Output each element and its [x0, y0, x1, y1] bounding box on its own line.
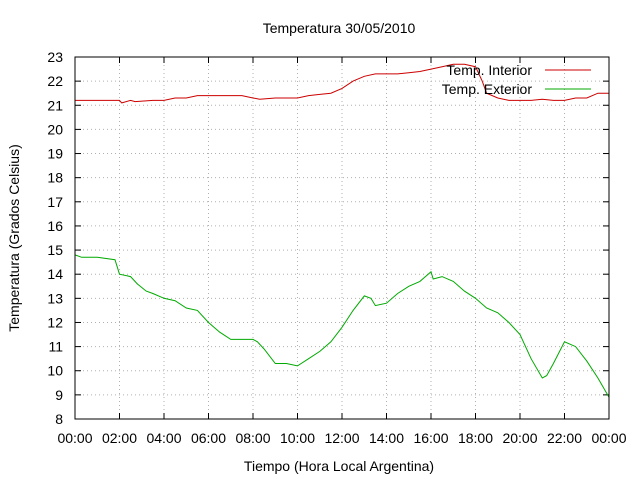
x-tick-label: 20:00	[502, 430, 537, 446]
x-tick-label: 02:00	[102, 430, 137, 446]
y-tick-label: 18	[47, 170, 63, 186]
series-line-interior	[75, 63, 609, 104]
x-tick-label: 04:00	[146, 430, 181, 446]
x-axis-label: Tiempo (Hora Local Argentina)	[244, 458, 434, 474]
y-tick-label: 11	[48, 339, 63, 355]
x-tick-label: 10:00	[280, 430, 315, 446]
y-tick-label: 22	[47, 73, 63, 89]
y-tick-label: 13	[47, 290, 63, 306]
x-tick-label: 14:00	[369, 430, 404, 446]
y-tick-label: 14	[47, 266, 63, 282]
grid-lines	[75, 57, 609, 419]
y-tick-label: 9	[55, 387, 63, 403]
legend: Temp. Interior Temp. Exterior	[442, 62, 591, 97]
plot-frame	[74, 56, 610, 420]
y-tick-label: 21	[47, 97, 63, 113]
y-tick-label: 16	[47, 218, 63, 234]
y-tick-label: 23	[47, 49, 63, 65]
x-tick-label: 08:00	[235, 430, 270, 446]
x-tick-label: 06:00	[191, 430, 226, 446]
x-tick-label: 12:00	[324, 430, 359, 446]
legend-label: Temp. Exterior	[442, 81, 533, 97]
y-tick-label: 12	[47, 314, 63, 330]
y-tick-label: 15	[47, 242, 63, 258]
y-tick-label: 10	[47, 363, 63, 379]
series-lines	[74, 63, 610, 398]
series-line-exterior	[74, 254, 610, 398]
y-tick-label: 20	[47, 121, 63, 137]
y-axis-label: Temperatura (Grados Celsius)	[6, 144, 22, 332]
x-tick-label: 18:00	[458, 430, 493, 446]
legend-label: Temp. Interior	[446, 62, 532, 78]
y-tick-label: 8	[55, 411, 63, 427]
y-tick-label: 19	[47, 146, 63, 162]
y-axis-ticks: 8 9 10 11 12 13 14 15 16 17 18 19 20 21 22 23	[47, 49, 609, 427]
x-tick-label: 16:00	[413, 430, 448, 446]
chart-title: Temperatura 30/05/2010	[263, 20, 416, 36]
x-tick-label: 00:00	[57, 430, 92, 446]
y-tick-label: 17	[47, 194, 63, 210]
x-tick-label: 00:00	[591, 430, 626, 446]
x-tick-label: 22:00	[547, 430, 582, 446]
x-axis-ticks: 00:00 02:00 04:00 06:00 08:00 10:00 12:00 14:00…	[57, 57, 627, 446]
